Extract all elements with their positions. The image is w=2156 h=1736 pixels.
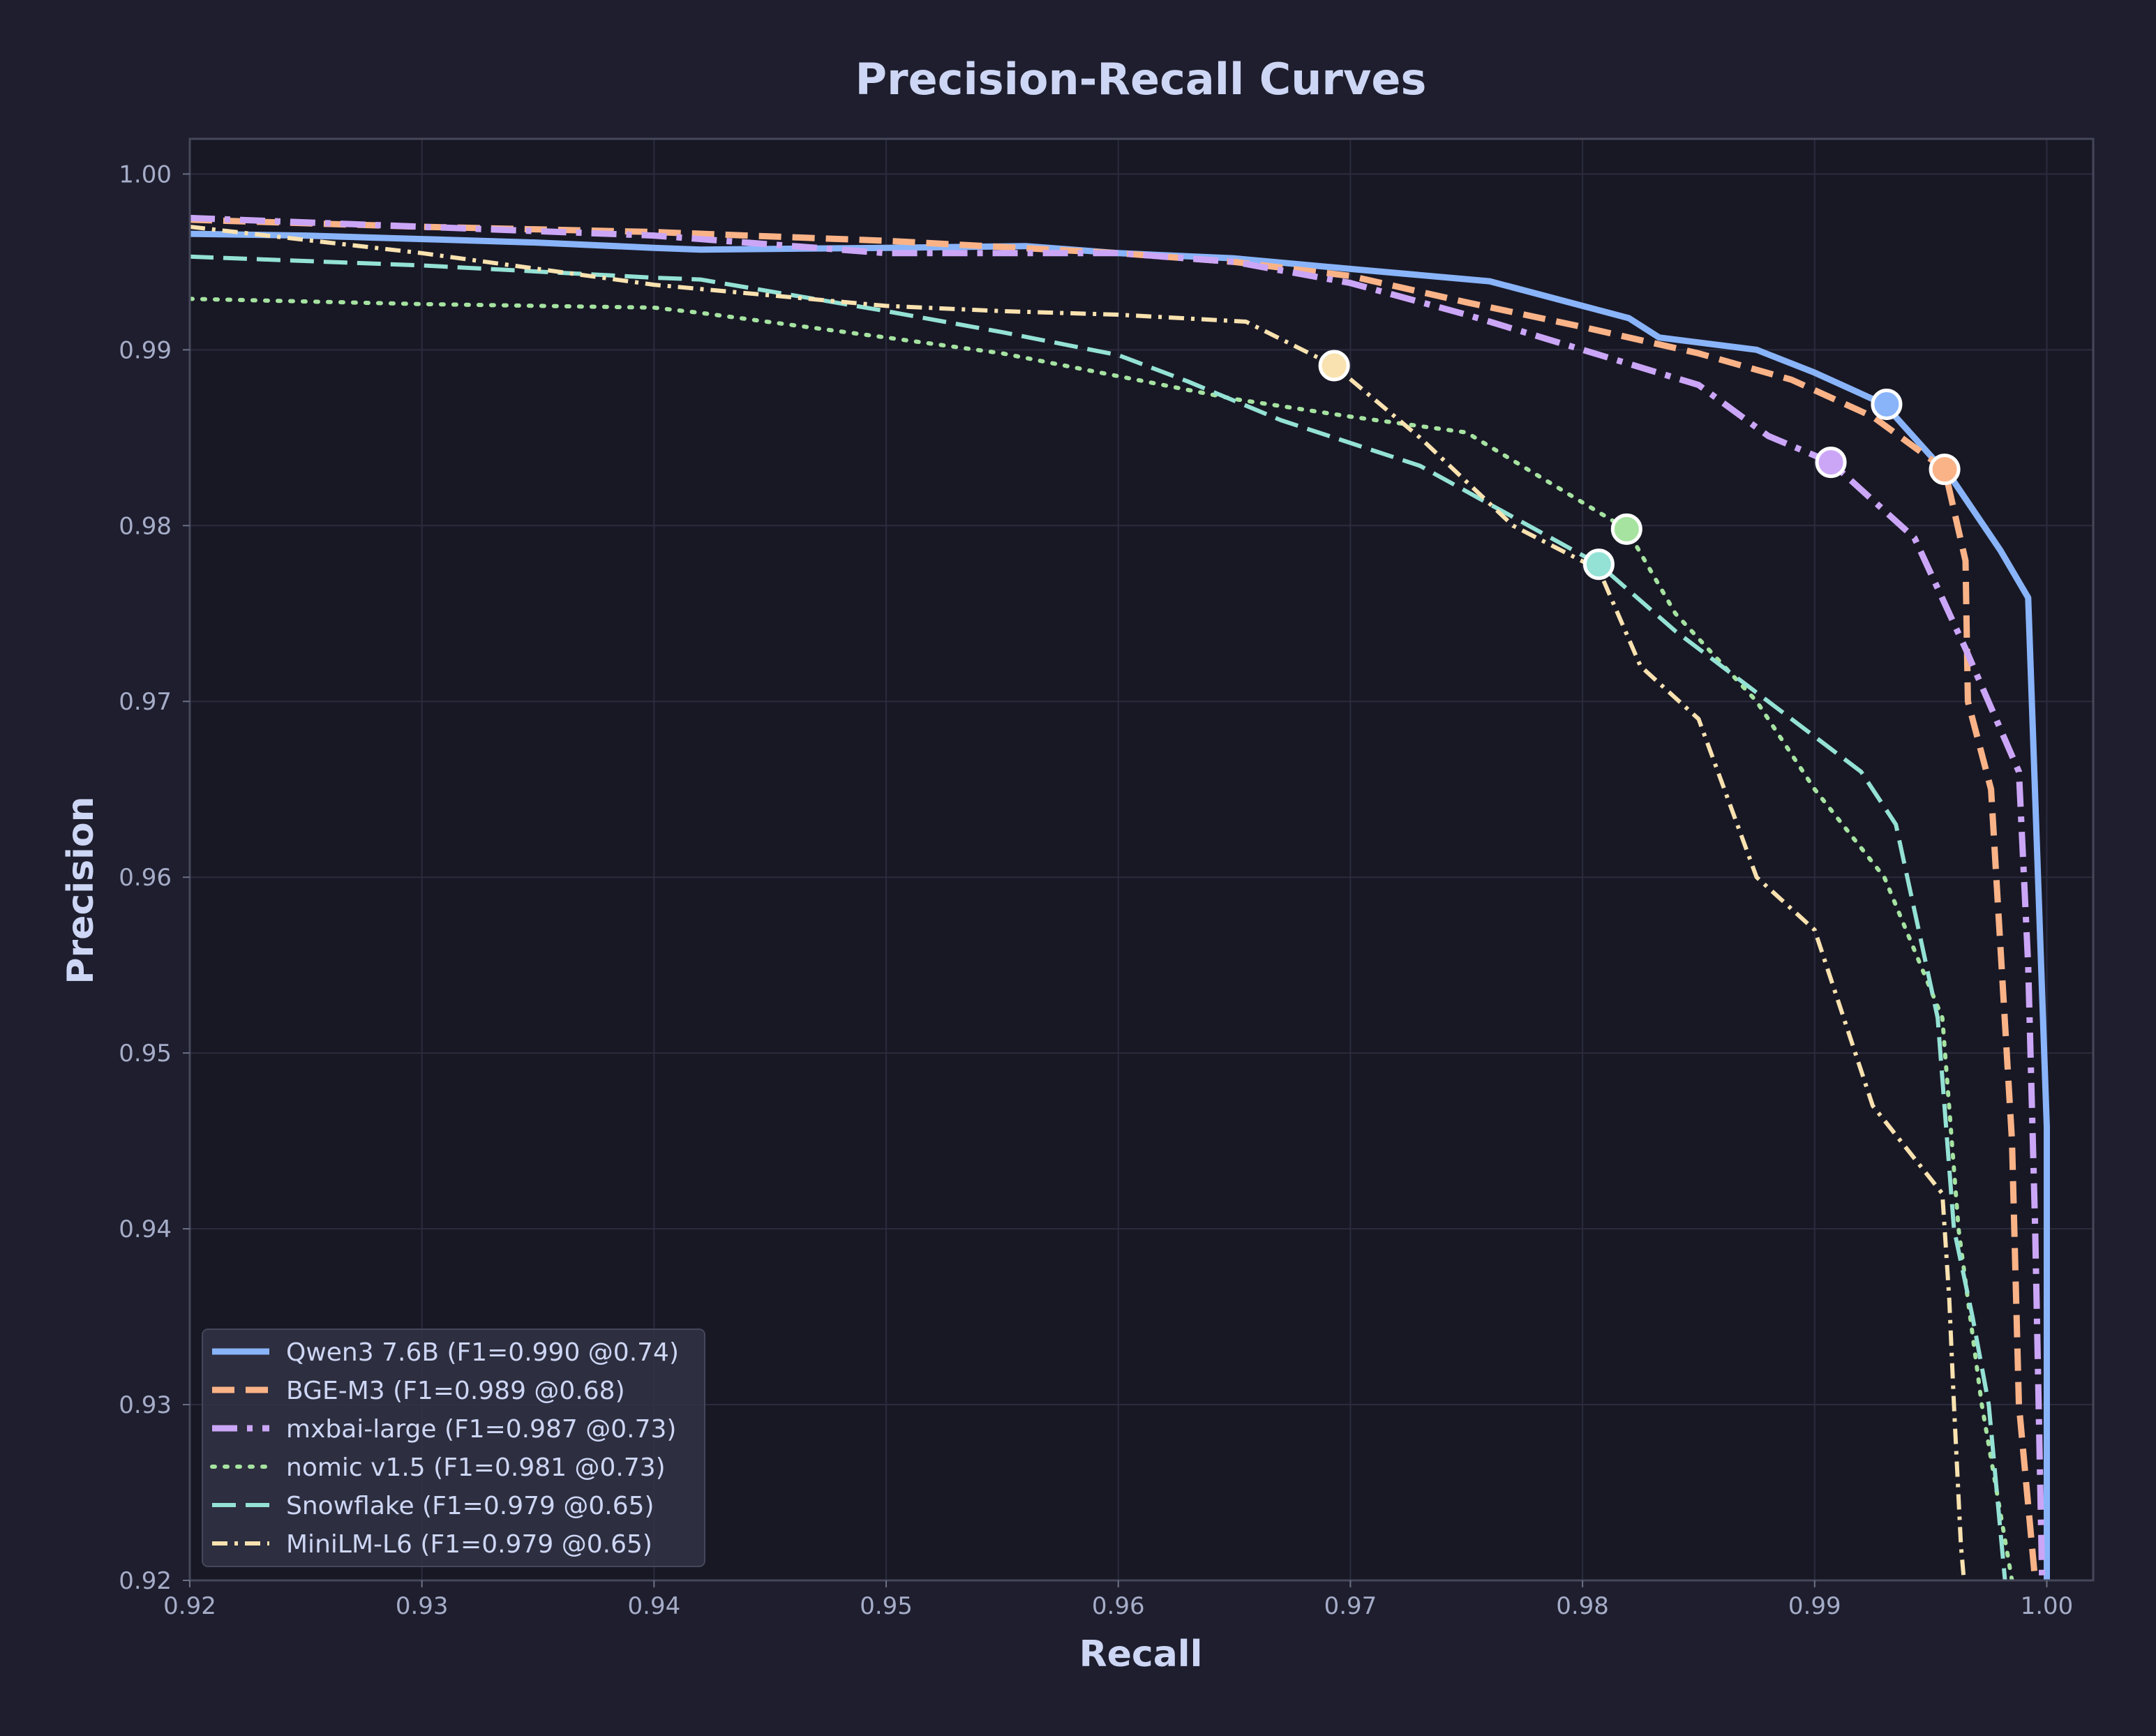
axis-ticks: 0.92 0.93 0.94 0.95 0.96 0.97 0.98 0.99 1.00 0.92… [119, 160, 2073, 1620]
x-tick-label: 1.00 [2021, 1592, 2074, 1620]
x-tick-label: 0.97 [1324, 1592, 1377, 1620]
operating-point-4 [1582, 548, 1615, 581]
y-tick-label: 0.99 [119, 336, 172, 364]
x-tick-label: 0.93 [396, 1592, 449, 1620]
y-axis-label: Precision [60, 796, 102, 984]
operating-point-1 [1929, 454, 1961, 486]
series-line-0 [190, 230, 2050, 1580]
x-tick-label: 0.92 [163, 1592, 216, 1620]
operating-point-0 [1871, 388, 1903, 420]
x-tick-label: 0.95 [860, 1592, 913, 1620]
operating-point-5 [1318, 350, 1350, 382]
legend-entry-3: nomic v1.5 (F1=0.981 @0.73) [286, 1453, 666, 1482]
series-line-1 [190, 216, 2039, 1580]
y-tick-label: 1.00 [119, 160, 172, 188]
y-tick-label: 0.94 [119, 1215, 172, 1243]
y-tick-label: 0.93 [119, 1391, 172, 1419]
y-tick-label: 0.96 [119, 864, 172, 892]
operating-points [1318, 350, 1961, 581]
legend: Qwen3 7.6B (F1=0.990 @0.74) BGE-M3 (F1=0.… [202, 1329, 705, 1567]
legend-entry-1: BGE-M3 (F1=0.989 @0.68) [286, 1377, 625, 1405]
x-tick-label: 0.94 [628, 1592, 681, 1620]
chart-title: Precision-Recall Curves [855, 54, 1427, 105]
legend-entry-0: Qwen3 7.6B (F1=0.990 @0.74) [286, 1338, 679, 1367]
y-tick-label: 0.97 [119, 688, 172, 716]
x-tick-label: 0.96 [1092, 1592, 1145, 1620]
operating-point-2 [1815, 447, 1847, 479]
y-tick-label: 0.95 [119, 1040, 172, 1068]
x-axis-label: Recall [1079, 1633, 1203, 1675]
series-line-2 [190, 214, 2046, 1580]
legend-box [202, 1329, 705, 1567]
legend-entry-4: Snowflake (F1=0.979 @0.65) [286, 1492, 654, 1520]
legend-entry-2: mxbai-large (F1=0.987 @0.73) [286, 1415, 676, 1444]
x-tick-label: 0.99 [1788, 1592, 1841, 1620]
x-tick-label: 0.98 [1556, 1592, 1609, 1620]
plot-frame [188, 137, 2095, 1582]
legend-entry-5: MiniLM-L6 (F1=0.979 @0.65) [286, 1530, 652, 1559]
series-line-3 [190, 297, 2014, 1580]
y-tick-label: 0.98 [119, 512, 172, 540]
y-tick-label: 0.92 [119, 1567, 172, 1595]
operating-point-3 [1610, 513, 1642, 545]
